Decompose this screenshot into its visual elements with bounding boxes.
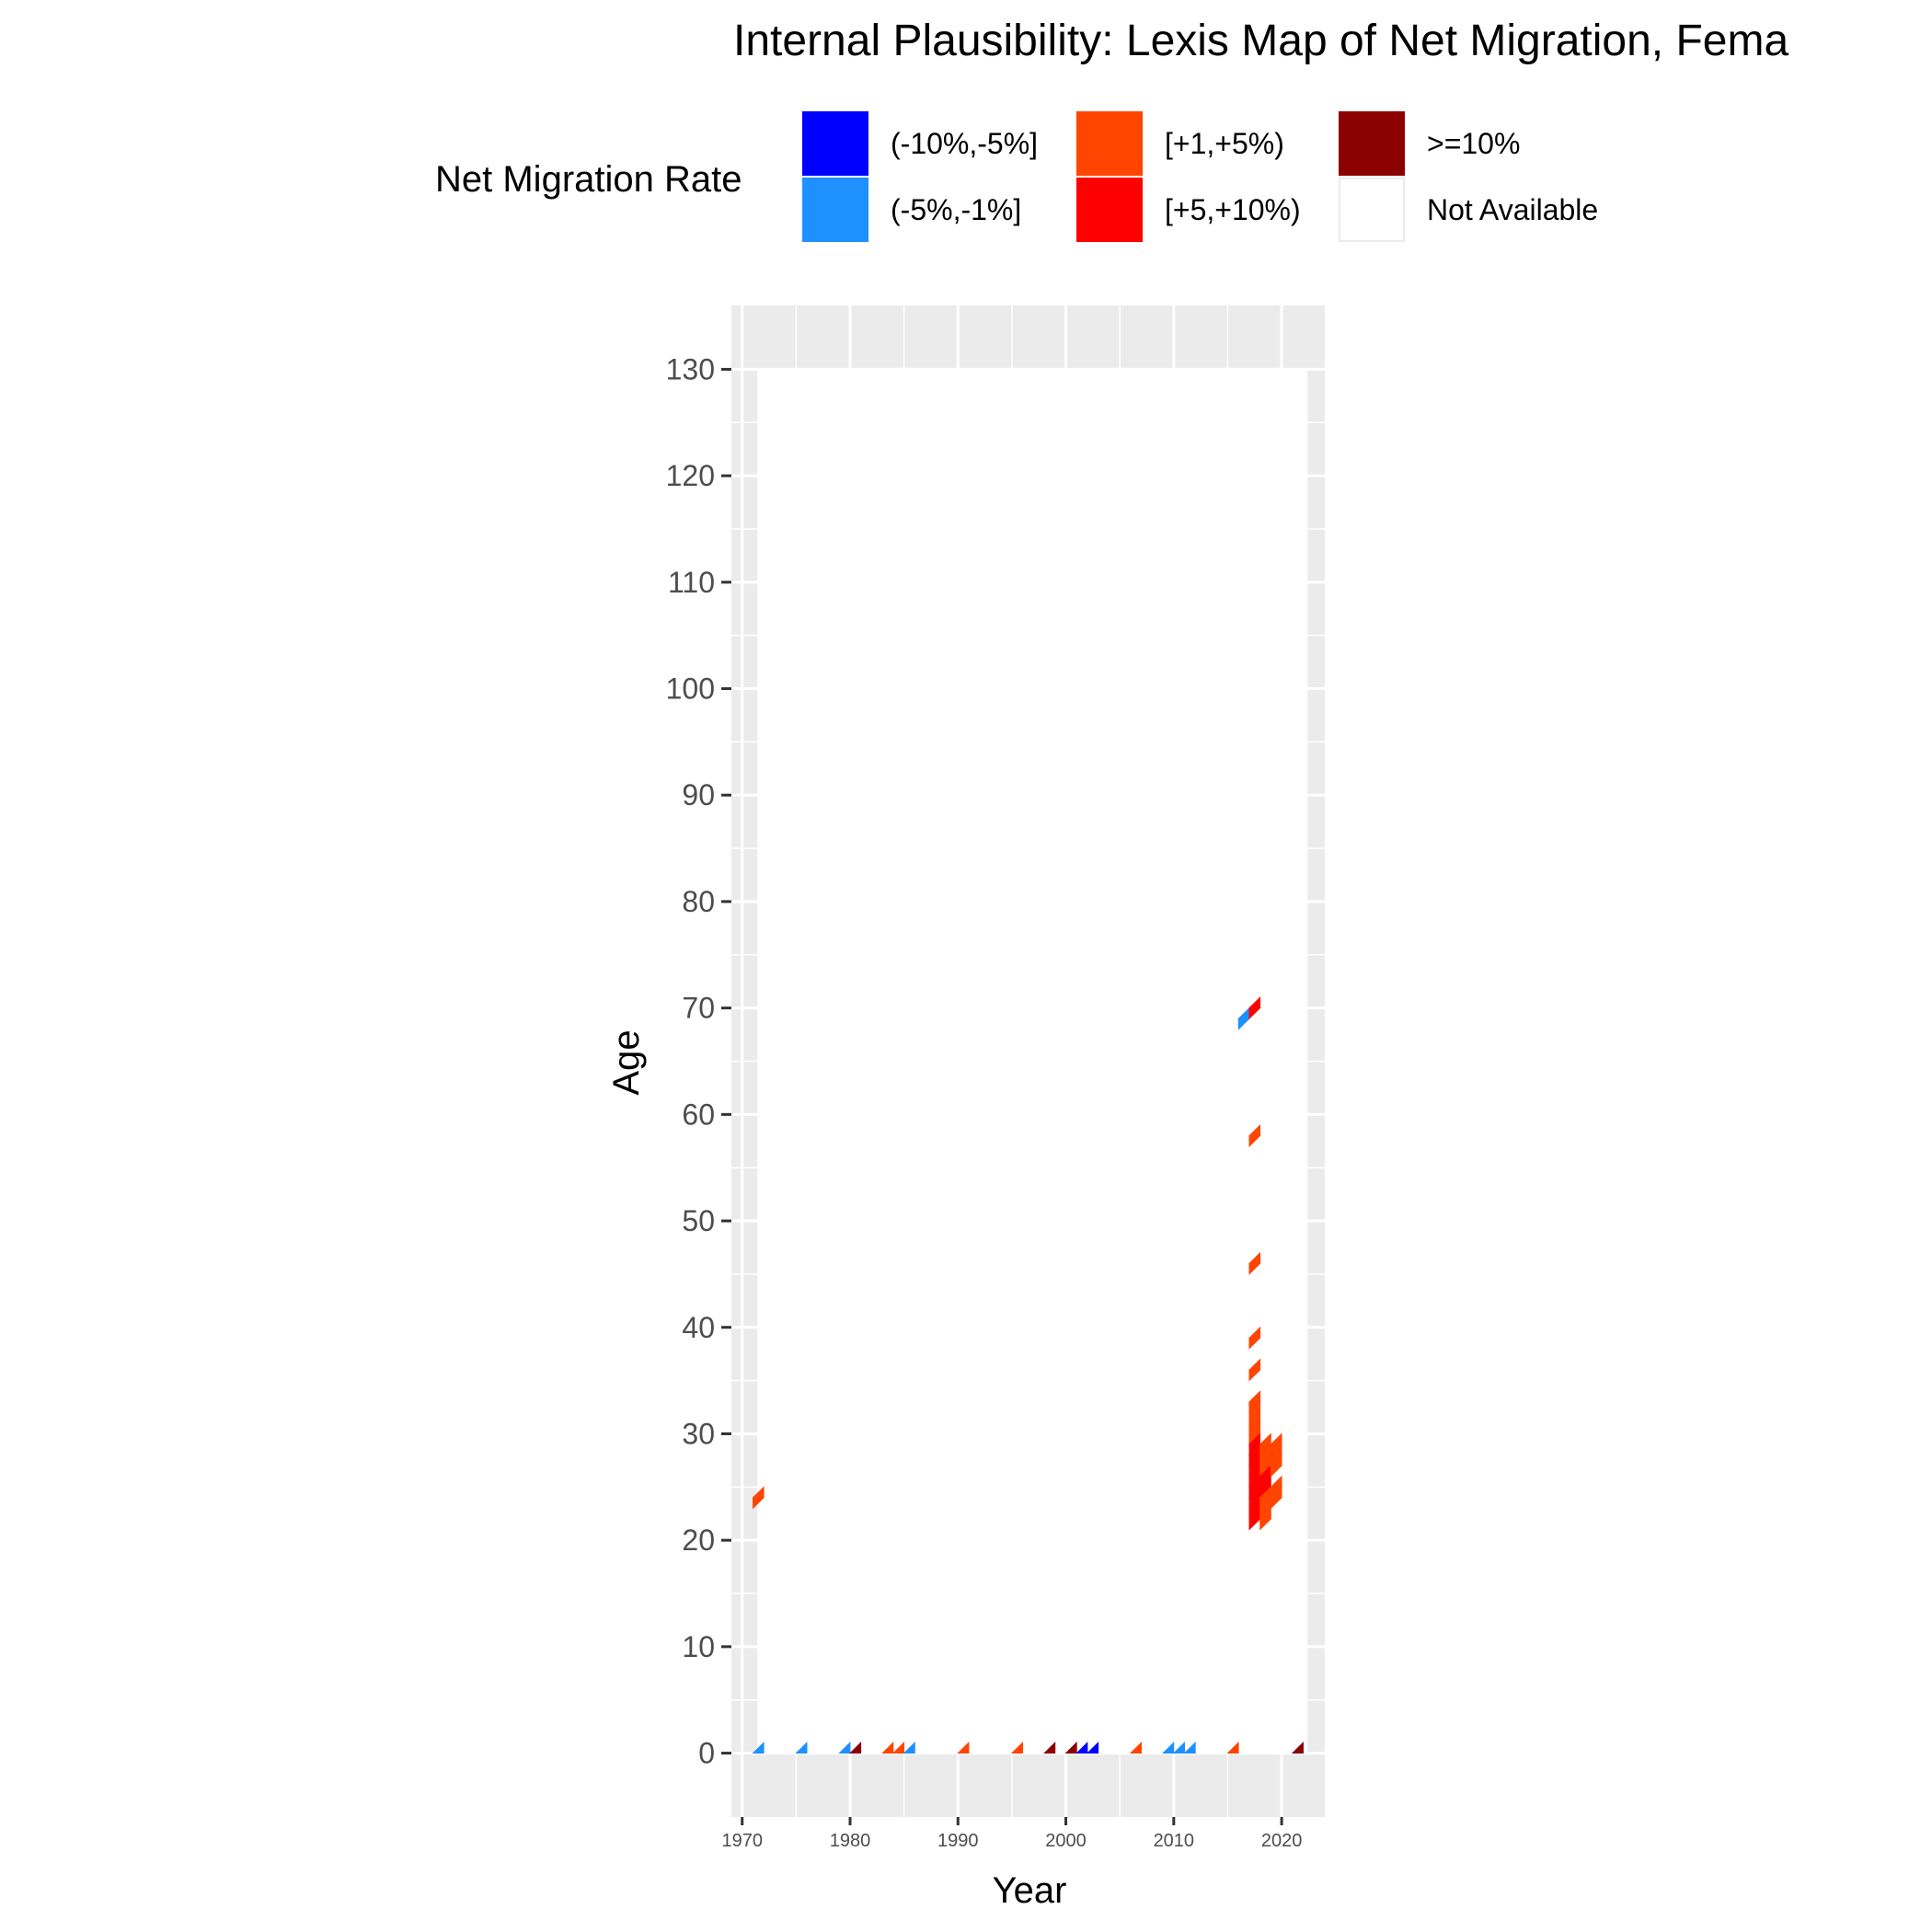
lexis-cell: [795, 1742, 808, 1754]
lexis-cell: [1010, 1742, 1024, 1754]
lexis-cell: [1183, 1742, 1196, 1754]
heatmap-cells: [752, 996, 1304, 1754]
x-tick-label: 1980: [830, 1831, 871, 1851]
legend-title: Net Migration Rate: [435, 159, 742, 200]
y-tick-label: 40: [682, 1311, 715, 1344]
lexis-cell: [1087, 1742, 1099, 1754]
lexis-cell: [1248, 1337, 1261, 1350]
y-tick-label: 10: [682, 1630, 715, 1663]
lexis-cell: [1248, 1369, 1261, 1382]
lexis-cell: [1226, 1742, 1239, 1754]
lexis-cell: [1291, 1742, 1304, 1754]
lexis-cell: [1248, 1135, 1261, 1148]
legend-key: [1339, 111, 1405, 176]
legend-label: [+1,+5%): [1165, 127, 1284, 160]
lexis-cell: [1172, 1742, 1185, 1754]
lexis-cell: [1270, 1465, 1283, 1478]
legend-key: [1339, 178, 1405, 242]
y-tick-label: 30: [682, 1417, 715, 1450]
legend-key: [1076, 178, 1143, 242]
y-tick-label: 60: [682, 1098, 715, 1131]
lexis-cell: [1248, 1262, 1261, 1275]
legend-label: >=10%: [1427, 127, 1520, 160]
lexis-cell: [838, 1742, 851, 1754]
lexis-cell: [752, 1742, 765, 1754]
x-axis-title: Year: [993, 1870, 1067, 1911]
chart-title: Internal Plausibility: Lexis Map of Net …: [733, 17, 1788, 65]
y-tick-label: 0: [698, 1737, 715, 1770]
x-tick-label: 1970: [721, 1831, 763, 1851]
y-axis-title: Age: [606, 1029, 647, 1095]
lexis-cell: [1237, 1018, 1250, 1030]
lexis-cell: [891, 1742, 905, 1754]
x-axis: 1970 1980 1990 2000 2010 2020: [721, 1817, 1302, 1851]
x-tick-label: 2020: [1261, 1831, 1303, 1851]
y-tick-label: 50: [682, 1204, 715, 1237]
lexis-cell: [753, 1497, 765, 1510]
x-tick-label: 2000: [1045, 1831, 1087, 1851]
legend-key: [1076, 111, 1143, 176]
x-tick-label: 1990: [937, 1831, 979, 1851]
legend-label: (-10%,-5%]: [891, 127, 1038, 160]
y-tick-label: 90: [682, 778, 715, 811]
legend-key: [802, 111, 868, 176]
lexis-cell: [903, 1742, 915, 1754]
x-tick-label: 2010: [1154, 1831, 1195, 1851]
y-tick-label: 120: [666, 459, 715, 492]
y-tick-label: 20: [682, 1524, 715, 1557]
lexis-cell: [1064, 1742, 1077, 1754]
y-tick-label: 70: [682, 992, 715, 1025]
not-available-region: [757, 369, 1308, 1754]
lexis-cell: [1248, 1518, 1261, 1531]
legend-label: [+5,+10%): [1165, 193, 1301, 226]
legend: Net Migration Rate (-10%,-5%] (-5%,-1%] [+…: [435, 111, 1598, 242]
lexis-cell: [1259, 1518, 1272, 1531]
plot-panel: [731, 305, 1325, 1817]
lexis-cell: [1043, 1742, 1056, 1754]
legend-label: (-5%,-1%]: [891, 193, 1021, 226]
y-tick-label: 130: [666, 352, 715, 385]
lexis-cell: [1248, 1007, 1261, 1020]
lexis-cell: [1162, 1742, 1175, 1754]
legend-label: Not Available: [1427, 193, 1598, 226]
lexis-cell: [1270, 1497, 1283, 1510]
lexis-cell: [1129, 1742, 1143, 1754]
lexis-cell: [881, 1742, 894, 1754]
lexis-cell: [957, 1742, 970, 1754]
y-tick-label: 110: [668, 566, 715, 599]
lexis-cell: [1075, 1742, 1088, 1754]
y-tick-label: 100: [666, 673, 715, 706]
y-tick-label: 80: [682, 885, 715, 918]
lexis-cell: [849, 1742, 862, 1754]
y-axis: 0 10 20 30 40 50 60 70 80 90 100 110 120 130: [666, 352, 731, 1770]
legend-key: [802, 178, 868, 242]
